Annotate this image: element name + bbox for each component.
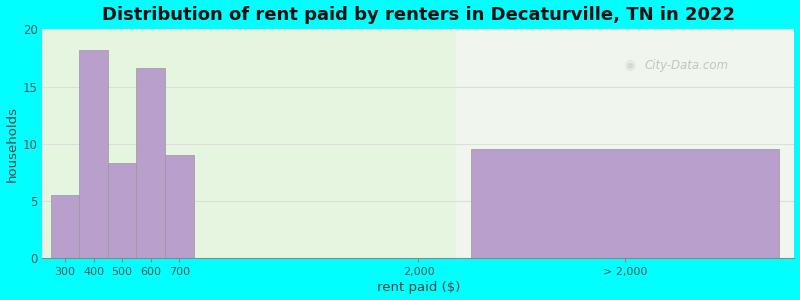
Text: ◉: ◉ — [625, 59, 635, 72]
X-axis label: rent paid ($): rent paid ($) — [377, 281, 460, 294]
Bar — [165, 155, 194, 258]
Bar — [456, 29, 794, 258]
Bar — [108, 163, 137, 258]
Bar — [79, 50, 108, 258]
Text: City-Data.com: City-Data.com — [644, 59, 728, 72]
Bar — [137, 68, 165, 258]
Bar — [471, 149, 779, 258]
Y-axis label: households: households — [6, 106, 18, 182]
Title: Distribution of rent paid by renters in Decaturville, TN in 2022: Distribution of rent paid by renters in … — [102, 6, 735, 24]
Bar — [50, 195, 79, 258]
Bar — [42, 29, 456, 258]
